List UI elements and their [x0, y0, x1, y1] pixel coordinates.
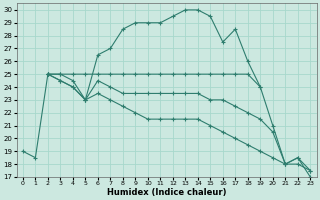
X-axis label: Humidex (Indice chaleur): Humidex (Indice chaleur) — [107, 188, 226, 197]
